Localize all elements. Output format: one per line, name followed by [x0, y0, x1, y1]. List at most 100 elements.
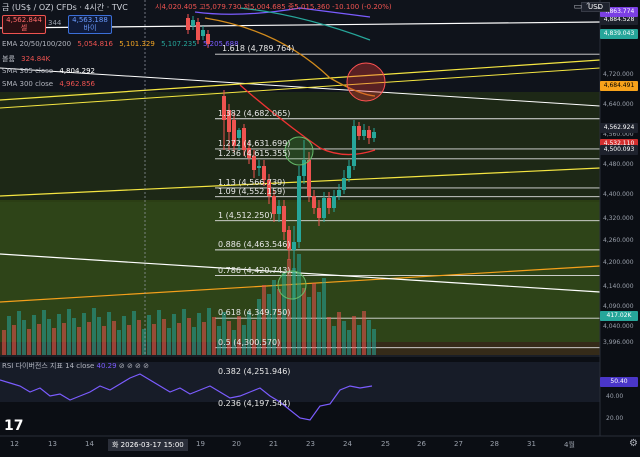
- sma-300-line: [239, 7, 371, 41]
- rsi-icon-4[interactable]: ⊘: [143, 362, 150, 370]
- candle-body: [327, 198, 331, 208]
- minimize-icon[interactable]: ▭: [573, 2, 582, 12]
- rsi-legend[interactable]: RSI 다이버전스 지표 14 close 40.29 ⊘ ⊘ ⊘ ⊘: [2, 361, 149, 371]
- ema-100-value: 5,107.235: [161, 40, 197, 48]
- volume-bar: [207, 308, 211, 355]
- highlight-circle-red: [346, 62, 386, 102]
- volume-bar: [227, 321, 231, 355]
- candle-body: [352, 126, 356, 166]
- sma300-label: SMA 300 close: [2, 80, 54, 88]
- volume-bar: [22, 320, 26, 355]
- candle-body: [287, 230, 291, 250]
- rsi-icon-1[interactable]: ⊘: [118, 362, 125, 370]
- price-tag: 4,562.924: [600, 123, 638, 133]
- volume-bar: [232, 330, 236, 355]
- price-tick-label: 4,200.000: [603, 259, 634, 266]
- volume-bar: [332, 326, 336, 355]
- tradingview-logo-icon[interactable]: 17: [4, 418, 24, 434]
- volume-bar: [202, 322, 206, 355]
- buy-button[interactable]: 4,563.188 바이: [68, 15, 112, 34]
- candle-body: [337, 190, 341, 196]
- price-tick-label: 4,400.000: [603, 191, 634, 198]
- sell-label: 셀: [20, 24, 28, 32]
- price-tag: 4,500.093: [600, 145, 638, 155]
- sell-button[interactable]: 4,562.844 셀: [2, 15, 46, 34]
- chevron-up-icon[interactable]: ⌃: [584, 2, 592, 12]
- candle-body: [222, 96, 226, 120]
- candle-body: [367, 130, 371, 138]
- price-tag: 4,684.491: [600, 81, 638, 91]
- settings-gear-icon[interactable]: ⚙: [629, 438, 638, 449]
- volume-bar: [122, 316, 126, 355]
- volume-bar: [182, 309, 186, 355]
- volume-bar: [247, 311, 251, 355]
- price-tick-label: 4,140.000: [603, 283, 634, 290]
- time-axis-label: 4월: [564, 441, 575, 449]
- candle-body: [257, 166, 261, 168]
- volume-bar: [17, 311, 21, 355]
- volume-bar: [312, 283, 316, 355]
- volume-bar: [237, 316, 241, 355]
- rsi-icon-3[interactable]: ⊘: [135, 362, 141, 370]
- currency-selector[interactable]: USD: [581, 2, 610, 12]
- sma300-legend[interactable]: SMA 300 close 4,962.856: [2, 80, 95, 88]
- time-axis-label: 28: [490, 440, 499, 448]
- volume-bar: [62, 323, 66, 355]
- volume-bar: [257, 299, 261, 355]
- volume-bar: [322, 278, 326, 355]
- candle-body: [302, 160, 306, 176]
- candle-body: [312, 196, 316, 208]
- volume-bar: [362, 311, 366, 355]
- candle-body: [372, 132, 376, 138]
- volume-bar: [242, 325, 246, 355]
- candlesticks: [186, 14, 376, 300]
- chevron-down-icon[interactable]: ⌄: [594, 2, 602, 12]
- candle-body: [322, 198, 326, 218]
- volume-bar: [162, 319, 166, 355]
- volume-bar: [87, 322, 91, 355]
- rsi-icon-2[interactable]: ⊘: [126, 362, 133, 370]
- volume-bar: [167, 328, 171, 355]
- volume-label: 볼륨: [2, 55, 15, 63]
- symbol-title[interactable]: 금 (US$ / OZ) CFDs · 4시간 · TVC: [2, 3, 128, 12]
- volume-legend[interactable]: 볼륨 324.84K: [2, 54, 50, 64]
- volume-bar: [172, 314, 176, 355]
- volume-bar: [302, 288, 306, 355]
- candle-body: [297, 176, 301, 242]
- price-tag: 4,839.043: [600, 29, 638, 39]
- volume-bar: [277, 289, 281, 355]
- volume-bar: [372, 329, 376, 355]
- price-axis[interactable]: [600, 0, 640, 436]
- candle-body: [242, 128, 246, 150]
- time-axis[interactable]: [0, 436, 640, 457]
- highlight-circle-green-2: [277, 270, 307, 300]
- ema-legend[interactable]: EMA 20/50/100/200 5,054.816 5,101.329 5,…: [2, 40, 239, 48]
- candle-body: [252, 156, 256, 170]
- time-axis-label: 31: [527, 440, 536, 448]
- highlight-circle-green-1: [284, 136, 314, 166]
- volume-bar: [157, 310, 161, 355]
- price-tick-label: 4,040.000: [603, 323, 634, 330]
- sell-price: 4,562.844: [6, 16, 42, 24]
- volume-bar: [342, 321, 346, 355]
- candle-body: [292, 242, 296, 250]
- ema-label: EMA 20/50/100/200: [2, 40, 72, 48]
- volume-bar: [102, 326, 106, 355]
- candle-body: [362, 130, 366, 136]
- volume-bar: [177, 323, 181, 355]
- sma365-value: 4,804.292: [59, 67, 95, 75]
- fib-label: 1.272 (4,631.699): [218, 138, 291, 148]
- rsi-line: [0, 373, 373, 421]
- volume-bar: [132, 311, 136, 355]
- buy-price: 4,563.188: [72, 16, 108, 24]
- time-axis-label: 13: [48, 440, 57, 448]
- volume-bar: [352, 316, 356, 355]
- fib-label: 0.5 (4,300.570): [218, 337, 281, 347]
- trendline-yellow-1: [0, 59, 601, 101]
- volume-bar: [197, 313, 201, 355]
- sma365-legend[interactable]: SMA 365 close 4,804.292: [2, 67, 95, 75]
- candle-body: [307, 160, 311, 196]
- candle-body: [186, 18, 190, 30]
- crosshair-date: 화 2026-03-17 15:00: [108, 439, 188, 451]
